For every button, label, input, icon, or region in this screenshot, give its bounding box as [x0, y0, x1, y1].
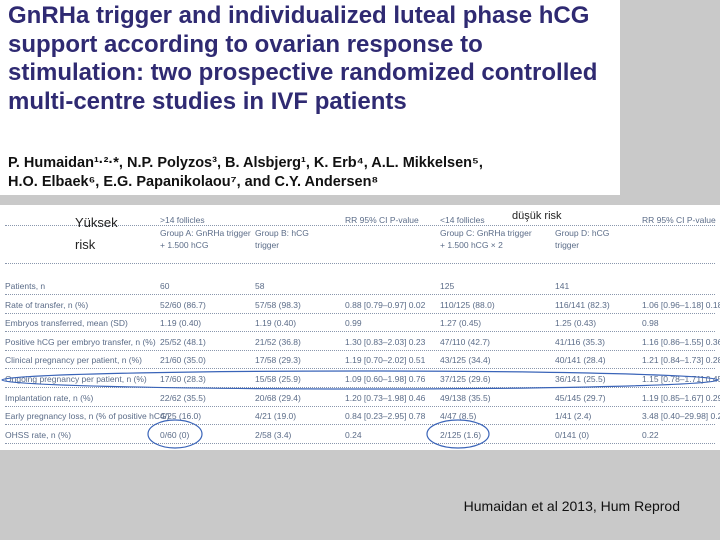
cell: 43/125 (34.4)	[440, 355, 491, 366]
paper-title: GnRHa trigger and individualized luteal …	[8, 2, 598, 115]
row-label: Embryos transferred, mean (SD)	[5, 318, 128, 329]
cell: 0.99	[345, 318, 362, 329]
rule	[5, 424, 715, 426]
cell: 58	[255, 281, 265, 291]
rule	[5, 442, 715, 444]
cell: 37/125 (29.6)	[440, 374, 491, 384]
cell: 1.15 [0.78–1.71] 0.45	[642, 374, 720, 384]
cell: 1.21 [0.84–1.73] 0.28	[642, 355, 720, 366]
cell: 0.88 [0.79–0.97] 0.02	[345, 299, 426, 310]
cell: 4/25 (16.0)	[160, 411, 202, 422]
row-label: Early pregnancy loss, n (% of positive h…	[5, 411, 170, 422]
cell: 40/141 (28.4)	[555, 355, 606, 366]
cell: 1.16 [0.86–1.55] 0.36	[642, 336, 720, 347]
row-label: Implantation rate, n (%)	[5, 392, 94, 403]
paper-header: GnRHa trigger and individualized luteal …	[0, 0, 620, 195]
cell: 45/145 (29.7)	[555, 392, 606, 403]
cell: 2/125 (1.6)	[440, 429, 482, 440]
cell: 0/141 (0)	[555, 429, 590, 440]
cell: 3.48 [0.40–29.98] 0.25	[642, 411, 720, 422]
cell: 21/52 (36.8)	[255, 336, 301, 347]
cell: 1.06 [0.96–1.18] 0.18	[642, 299, 720, 310]
rule	[5, 387, 715, 388]
cell: 17/58 (29.3)	[255, 355, 301, 366]
highlight-ellipse	[147, 419, 203, 449]
cell: 52/60 (86.7)	[160, 299, 206, 310]
results-table: >14 follicles RR 95% CI P-value <14 follic…	[0, 205, 720, 450]
highlight-ellipse	[426, 419, 490, 449]
column-header: Group A: GnRHa trigger + 1.500 hCG	[160, 228, 251, 250]
group-header: RR 95% CI P-value	[345, 215, 419, 225]
cell: 1.19 (0.40)	[160, 318, 202, 329]
cell: 15/58 (25.9)	[255, 374, 301, 384]
cell: 22/62 (35.5)	[160, 392, 206, 403]
cell: 0.24	[345, 429, 362, 440]
cell: 110/125 (88.0)	[440, 299, 495, 310]
cell: 1.09 [0.60–1.98] 0.76	[345, 374, 426, 384]
cell: 36/141 (25.5)	[555, 374, 606, 384]
group-header: RR 95% CI P-value	[642, 215, 716, 225]
rule	[5, 405, 715, 407]
cell: 60	[160, 281, 170, 291]
column-header: Group D: hCG trigger	[555, 228, 610, 250]
cell: 1/41 (2.4)	[555, 411, 592, 422]
cell: 25/52 (48.1)	[160, 336, 206, 347]
cell: 0/60 (0)	[160, 429, 190, 440]
cell: 1.20 [0.73–1.98] 0.46	[345, 392, 426, 403]
cell: 20/68 (29.4)	[255, 392, 301, 403]
cell: 17/60 (28.3)	[160, 374, 206, 384]
cell: 2/58 (3.4)	[255, 429, 292, 440]
row-label: Clinical pregnancy per patient, n (%)	[5, 355, 143, 366]
cell: 41/116 (35.3)	[555, 336, 605, 347]
cell: 4/47 (8.5)	[440, 411, 477, 422]
cell: 57/58 (98.3)	[255, 299, 301, 310]
citation: Humaidan et al 2013, Hum Reprod	[463, 498, 680, 514]
cell: 1.19 (0.40)	[255, 318, 297, 329]
cell: 1.19 [0.85–1.67] 0.29	[642, 392, 720, 403]
rule	[5, 312, 715, 314]
rule	[5, 331, 715, 333]
rule	[5, 263, 715, 264]
cell: 0.98	[642, 318, 659, 329]
group-header: <14 follicles	[440, 215, 485, 225]
row-label: OHSS rate, n (%)	[5, 429, 72, 440]
highlight-ellipse	[1, 370, 719, 390]
cell: 1.25 (0.43)	[555, 318, 597, 329]
cell: 49/138 (35.5)	[440, 392, 491, 403]
cell: 4/21 (19.0)	[255, 411, 297, 422]
cell: 1.19 [0.70–2.02] 0.51	[345, 355, 426, 366]
cell: 0.84 [0.23–2.95] 0.78	[345, 411, 426, 422]
annotation: düşük risk	[512, 210, 562, 222]
cell: 125	[440, 281, 455, 291]
annotation: Yüksek risk	[75, 215, 118, 252]
authors: P. Humaidan¹·²·*, N.P. Polyzos³, B. Alsb…	[8, 155, 483, 171]
row-label: Positive hCG per embryo transfer, n (%)	[5, 336, 156, 347]
cell: 1.27 (0.45)	[440, 318, 482, 329]
rule	[5, 349, 715, 351]
cell: 1.30 [0.83–2.03] 0.23	[345, 336, 426, 347]
cell: 116/141 (82.3)	[555, 299, 610, 310]
column-header: Group B: hCG trigger	[255, 228, 309, 250]
column-header: Group C: GnRHa trigger + 1.500 hCG × 2	[440, 228, 532, 250]
row-label: Ongoing pregnancy per patient, n (%)	[5, 374, 147, 384]
row-label: Patients, n	[5, 281, 46, 291]
authors: H.O. Elbaek⁶, E.G. Papanikolaou⁷, and C.…	[8, 174, 379, 190]
rule	[5, 225, 715, 226]
rule	[5, 368, 715, 370]
cell: 141	[555, 281, 570, 291]
row-label: Rate of transfer, n (%)	[5, 299, 89, 310]
rule	[5, 294, 715, 295]
cell: 47/110 (42.7)	[440, 336, 490, 347]
cell: 21/60 (35.0)	[160, 355, 206, 366]
cell: 0.22	[642, 429, 659, 440]
group-header: >14 follicles	[160, 215, 205, 225]
